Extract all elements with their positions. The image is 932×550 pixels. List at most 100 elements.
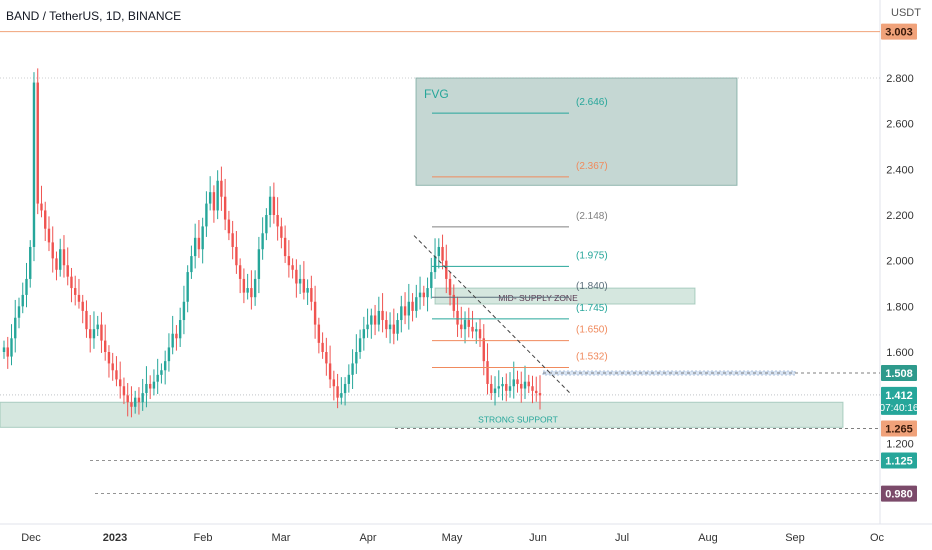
candle-body xyxy=(40,203,43,211)
fib-level-label: (2.646) xyxy=(576,97,608,108)
candle-body xyxy=(448,278,452,295)
candle-body xyxy=(441,246,444,261)
candle-body xyxy=(197,237,201,250)
fib-level-label: (1.532) xyxy=(576,352,608,363)
candle-body xyxy=(133,397,137,407)
zone-label: MID- SUPPLY ZONE xyxy=(498,293,578,303)
candle-body xyxy=(89,329,92,339)
zone-label: STRONG SUPPORT xyxy=(478,414,558,424)
candle-body xyxy=(6,347,9,357)
x-tick-label: Jul xyxy=(615,532,629,544)
candle-body xyxy=(362,329,366,339)
candle-body xyxy=(351,363,354,375)
price-tag-label: 1.412 xyxy=(885,390,913,402)
candle-body xyxy=(242,278,246,293)
candle-body xyxy=(111,363,114,371)
candle-body xyxy=(77,294,81,302)
candle-body xyxy=(212,192,216,211)
chart-title: BAND / TetherUS, 1D, BINANCE xyxy=(6,9,182,23)
fib-level-label: (2.367) xyxy=(576,161,608,172)
candle-body xyxy=(21,294,24,307)
candle-body xyxy=(182,301,186,321)
candle-body xyxy=(392,324,396,334)
candle-body xyxy=(253,278,257,298)
candle-body xyxy=(388,324,392,330)
candle-body xyxy=(152,381,156,389)
candle-body xyxy=(208,192,212,204)
candle-body xyxy=(32,82,36,247)
candle-body xyxy=(156,374,159,382)
candle-body xyxy=(59,249,62,270)
candle-body xyxy=(505,383,508,391)
candle-body xyxy=(171,333,174,348)
candle-body xyxy=(130,402,133,407)
candle-body xyxy=(44,210,47,229)
candle-body xyxy=(302,278,306,293)
candle-body xyxy=(29,246,32,279)
candle-body xyxy=(358,338,362,352)
candle-body xyxy=(415,297,418,311)
candle-body xyxy=(246,288,249,293)
candle-body xyxy=(501,383,504,387)
candle-body xyxy=(10,338,13,357)
candle-body xyxy=(471,326,474,332)
candle-body xyxy=(321,342,324,352)
candle-body xyxy=(403,306,407,316)
candle-body xyxy=(175,333,178,339)
candle-body xyxy=(107,352,111,364)
candle-body xyxy=(527,381,530,387)
candle-body xyxy=(276,215,279,227)
trendline xyxy=(413,235,571,394)
x-tick-label: Jun xyxy=(529,532,547,544)
candle-body xyxy=(355,352,358,364)
candle-body xyxy=(25,278,28,295)
price-tag xyxy=(881,23,917,40)
x-tick-label: Apr xyxy=(359,532,376,544)
candle-body xyxy=(115,370,118,380)
candle-body xyxy=(51,242,54,259)
candle-body xyxy=(490,383,493,394)
candle-body xyxy=(535,390,538,394)
candle-body xyxy=(100,324,103,341)
x-tick-label: Sep xyxy=(785,532,805,544)
candle-body xyxy=(220,180,223,197)
candle-body xyxy=(385,320,388,330)
candle-body xyxy=(456,310,459,325)
candle-body xyxy=(2,347,6,352)
candle-body xyxy=(280,226,283,238)
candle-body xyxy=(145,383,148,394)
candle-body xyxy=(74,288,77,295)
candle-body xyxy=(92,329,96,339)
candle-body xyxy=(463,320,467,330)
y-tick-label: 1.600 xyxy=(886,347,914,359)
candle-body xyxy=(104,340,107,352)
candle-body xyxy=(538,393,542,396)
candle-body xyxy=(430,272,433,289)
candle-body xyxy=(250,288,253,298)
candle-body xyxy=(178,320,182,339)
candle-body xyxy=(516,379,519,384)
candle-body xyxy=(141,393,144,403)
candle-body xyxy=(70,276,73,289)
fib-level-label: (1.975) xyxy=(576,250,608,261)
candle-body xyxy=(422,292,426,298)
candle-body xyxy=(238,265,242,279)
candle-body xyxy=(381,310,384,321)
candle-body xyxy=(118,379,122,387)
candle-body xyxy=(366,324,369,330)
candle-body xyxy=(291,265,294,270)
zone-1 xyxy=(415,77,738,186)
price-tag xyxy=(881,386,917,415)
candle-body xyxy=(347,374,351,384)
candle-body xyxy=(167,347,171,362)
candle-body xyxy=(223,196,227,220)
candle-body xyxy=(272,196,276,215)
candle-body xyxy=(298,278,302,284)
fib-level-label: (2.148) xyxy=(576,211,608,222)
candle-body xyxy=(257,249,261,279)
candle-body xyxy=(512,379,515,387)
fib-level-label: (1.840) xyxy=(576,281,608,292)
candle-body xyxy=(426,288,429,298)
price-tag xyxy=(881,485,917,502)
